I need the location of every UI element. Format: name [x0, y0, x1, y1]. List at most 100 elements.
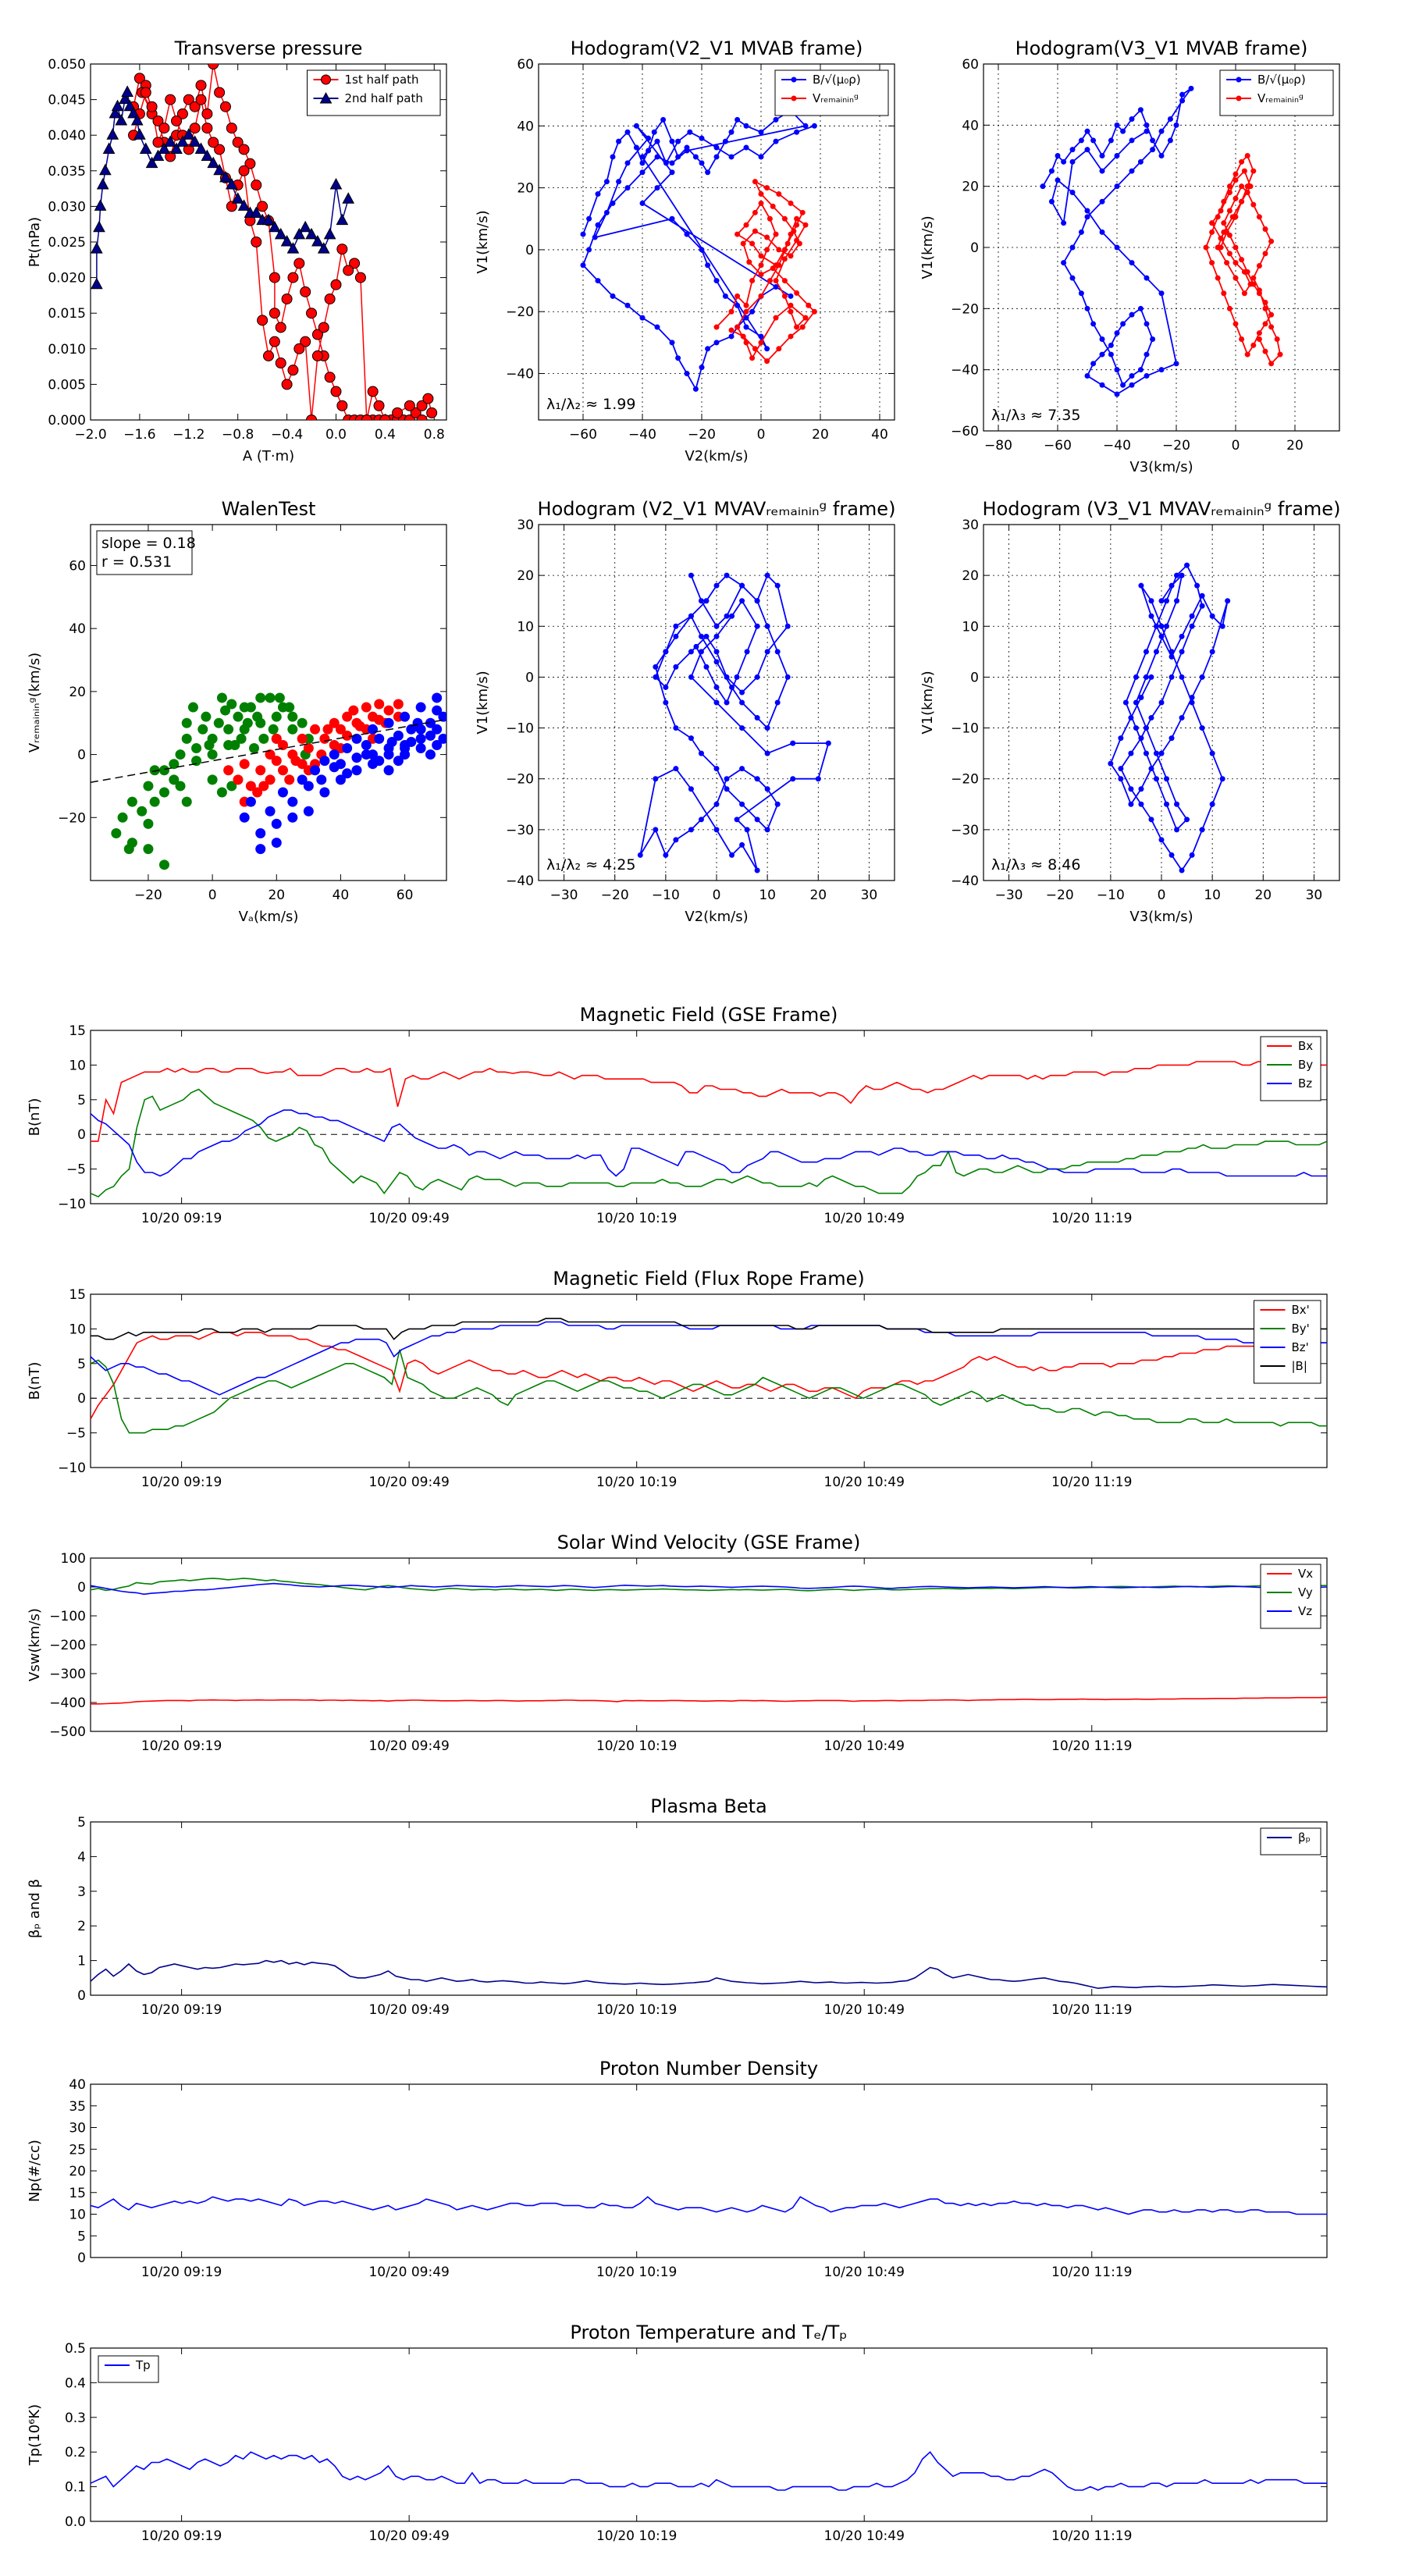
data-point	[1232, 275, 1239, 281]
data-point	[1133, 699, 1139, 706]
legend: Tp	[98, 2355, 159, 2383]
y-axis-label: Np(#/cc)	[27, 2140, 43, 2202]
data-point	[1168, 674, 1175, 680]
data-point	[351, 733, 362, 744]
data-point	[1133, 725, 1139, 731]
data-point	[265, 749, 276, 760]
data-point	[1129, 137, 1135, 144]
data-point	[758, 272, 764, 278]
data-point	[776, 247, 782, 253]
data-point	[1114, 122, 1120, 128]
data-point	[1114, 244, 1120, 251]
chart-ts2: 10/20 09:19 10/20 09:49 10/20 10:19 10/20 1…	[27, 1268, 1328, 1490]
data-point	[639, 315, 646, 321]
data-point	[764, 623, 770, 629]
data-point	[637, 852, 643, 858]
data-point	[225, 177, 238, 190]
data-point	[1250, 168, 1257, 174]
series-line	[91, 1318, 1327, 1340]
data-point	[758, 293, 764, 299]
data-point	[651, 129, 657, 135]
data-point	[749, 278, 756, 284]
y-tick-label: 0	[77, 1127, 86, 1143]
series-line	[91, 1578, 1327, 1592]
data-point	[425, 717, 436, 728]
plot-frame	[90, 524, 447, 881]
data-point	[758, 253, 764, 259]
x-tick-label: −30	[550, 888, 578, 903]
data-point	[663, 649, 669, 655]
data-point	[1262, 300, 1268, 305]
x-tick-label: 10/20 11:19	[1051, 2265, 1132, 2280]
data-point	[688, 786, 694, 792]
chart-ts3: 10/20 09:19 10/20 09:49 10/20 10:19 10/20 1…	[27, 1532, 1328, 1754]
x-tick-label: 10/20 10:19	[596, 1211, 677, 1226]
data-point	[791, 228, 797, 234]
x-axis-label: A (T·m)	[243, 448, 294, 464]
series-line	[91, 1959, 1327, 1989]
data-point	[1262, 226, 1268, 232]
data-point	[1262, 348, 1268, 354]
fit-stat-label: r = 0.531	[101, 553, 172, 571]
series-line	[639, 574, 830, 871]
x-tick-label: 40	[871, 427, 888, 443]
data-point	[329, 177, 343, 190]
data-point	[1203, 244, 1209, 251]
data-point	[1090, 137, 1097, 144]
data-point	[764, 358, 770, 365]
y-tick-label: 0.0	[65, 2514, 86, 2530]
data-point	[223, 765, 234, 776]
data-point	[111, 827, 122, 838]
data-point	[1144, 275, 1150, 281]
x-tick-label: 10/20 09:19	[141, 1475, 222, 1490]
x-tick-label: −30	[995, 888, 1023, 903]
x-tick-label: −0.4	[271, 427, 303, 443]
legend-label: βₚ	[1298, 1831, 1311, 1845]
x-tick-label: 20	[268, 888, 285, 903]
data-point	[728, 154, 735, 160]
x-tick-label: 10/20 10:49	[824, 2002, 905, 2018]
data-point	[1078, 290, 1084, 297]
data-point	[1158, 633, 1165, 639]
data-point	[663, 160, 669, 166]
y-tick-label: −10	[506, 721, 534, 737]
data-point	[319, 733, 330, 744]
data-point	[1179, 633, 1185, 639]
data-point	[231, 192, 244, 204]
data-point	[754, 623, 760, 629]
data-point	[794, 290, 800, 296]
data-point	[1158, 367, 1165, 373]
data-point	[802, 315, 809, 321]
data-point	[393, 730, 404, 741]
data-point	[143, 818, 154, 829]
data-point	[669, 340, 675, 346]
data-point	[1226, 305, 1232, 311]
legend: Vx Vy Vz	[1260, 1564, 1321, 1629]
data-point	[293, 258, 305, 269]
y-tick-label: 20	[962, 180, 979, 195]
data-point	[432, 705, 443, 716]
data-point	[108, 106, 122, 119]
y-tick-label: 30	[517, 518, 534, 533]
data-point	[724, 613, 730, 619]
data-point	[1224, 260, 1230, 266]
data-point	[1108, 760, 1114, 767]
data-point	[663, 699, 669, 706]
data-point	[1048, 198, 1055, 205]
plot-frame	[90, 2083, 1328, 2258]
data-point	[1084, 147, 1090, 153]
data-point	[404, 400, 415, 411]
data-point	[653, 664, 659, 670]
data-point	[692, 154, 699, 160]
data-point	[1137, 158, 1144, 165]
data-point	[1078, 137, 1084, 144]
y-tick-label: 2	[77, 1919, 86, 1934]
data-point	[688, 613, 694, 619]
fit-stats-box	[96, 530, 193, 575]
data-point	[790, 776, 796, 782]
data-point	[624, 129, 631, 135]
data-point	[1209, 801, 1215, 807]
data-point	[744, 649, 750, 655]
data-point	[713, 684, 720, 690]
plot-area	[1040, 85, 1283, 397]
